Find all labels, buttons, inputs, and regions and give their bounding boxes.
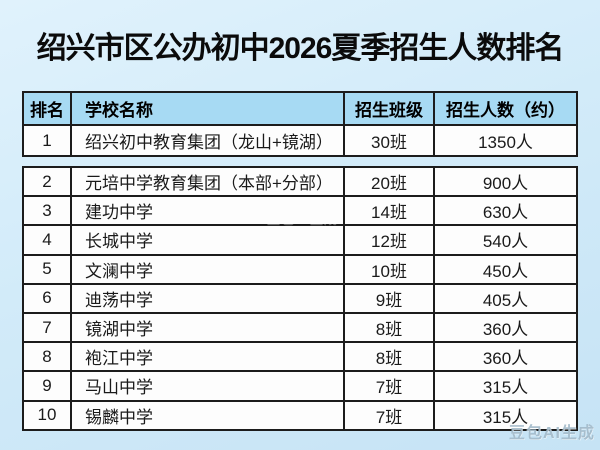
classes-cell: 12班 bbox=[343, 226, 433, 254]
school-name-cell: 迪荡中学 bbox=[70, 284, 343, 312]
students-cell: 450人 bbox=[433, 255, 576, 283]
rank-cell: 1 bbox=[42, 130, 52, 150]
school-name-cell: 建功中学 bbox=[70, 197, 343, 225]
school-name-cell: 长城中学 bbox=[70, 226, 343, 254]
rank-cell: 5 bbox=[42, 259, 52, 279]
students-cell: 900人 bbox=[433, 168, 576, 196]
classes-cell: 10班 bbox=[343, 255, 433, 283]
table-row: 7 镜湖中学 8班 360人 bbox=[24, 311, 576, 342]
column-header-rank: 排名 bbox=[30, 101, 64, 120]
students-cell: 1350人 bbox=[433, 126, 576, 155]
rank-cell: 10 bbox=[37, 405, 57, 425]
rank-cell: 8 bbox=[42, 346, 52, 366]
classes-cell: 30班 bbox=[343, 126, 433, 155]
students-cell: 360人 bbox=[433, 313, 576, 342]
students-cell: 360人 bbox=[433, 343, 576, 371]
table-block-bottom: 2 元培中学教育集团（本部+分部） 20班 900人 3 建功中学 14班 63… bbox=[22, 166, 578, 431]
rank-cell: 6 bbox=[42, 288, 52, 308]
table-row: 5 文澜中学 10班 450人 bbox=[24, 253, 576, 283]
rank-cell: 3 bbox=[42, 200, 52, 220]
rank-cell: 2 bbox=[42, 171, 52, 191]
rank-cell: 7 bbox=[42, 317, 52, 337]
table-row: 1 绍兴初中教育集团（龙山+镜湖） 30班 1350人 bbox=[24, 124, 576, 155]
table-row: 6 迪荡中学 9班 405人 bbox=[24, 282, 576, 312]
table-row: 8 袍江中学 8班 360人 bbox=[24, 341, 576, 371]
classes-cell: 9班 bbox=[343, 284, 433, 312]
students-cell: 315人 bbox=[433, 401, 576, 429]
table-block-top: 排名 学校名称 招生班级 招生人数（约） 1 绍兴初中教育集团（龙山+镜湖） 3… bbox=[22, 91, 578, 157]
school-name-cell: 元培中学教育集团（本部+分部） bbox=[70, 168, 343, 196]
column-header-school: 学校名称 bbox=[70, 93, 343, 124]
school-name-cell: 袍江中学 bbox=[70, 343, 343, 371]
table-header-row: 排名 学校名称 招生班级 招生人数（约） bbox=[24, 93, 576, 124]
classes-cell: 8班 bbox=[343, 313, 433, 342]
classes-cell: 7班 bbox=[343, 401, 433, 429]
students-cell: 315人 bbox=[433, 372, 576, 400]
school-name-cell: 绍兴初中教育集团（龙山+镜湖） bbox=[70, 126, 343, 155]
students-cell: 540人 bbox=[433, 226, 576, 254]
school-name-cell: 马山中学 bbox=[70, 372, 343, 400]
ranking-table: 排名 学校名称 招生班级 招生人数（约） 1 绍兴初中教育集团（龙山+镜湖） 3… bbox=[22, 91, 578, 431]
classes-cell: 20班 bbox=[343, 168, 433, 196]
table-row: 4 长城中学 12班 540人 bbox=[24, 224, 576, 254]
page-title: 绍兴市区公办初中2026夏季招生人数排名 bbox=[36, 32, 565, 65]
classes-cell: 7班 bbox=[343, 372, 433, 400]
students-cell: 405人 bbox=[433, 284, 576, 312]
rank-cell: 4 bbox=[42, 229, 52, 249]
column-header-classes: 招生班级 bbox=[343, 93, 433, 124]
classes-cell: 8班 bbox=[343, 343, 433, 371]
table-row: 10 锡麟中学 7班 315人 bbox=[24, 399, 576, 429]
table-row: 2 元培中学教育集团（本部+分部） 20班 900人 bbox=[24, 168, 576, 196]
table-row: 3 建功中学 14班 630人 bbox=[24, 195, 576, 225]
rank-cell: 9 bbox=[42, 375, 52, 395]
school-name-cell: 文澜中学 bbox=[70, 255, 343, 283]
table-row: 9 马山中学 7班 315人 bbox=[24, 370, 576, 400]
watermark-center: 豆包AI生成 bbox=[267, 212, 339, 227]
classes-cell: 14班 bbox=[343, 197, 433, 225]
watermark-bottom-right: 豆包AI生成 bbox=[508, 425, 595, 442]
school-name-cell: 镜湖中学 bbox=[70, 313, 343, 342]
column-header-students: 招生人数（约） bbox=[433, 93, 576, 124]
school-name-cell: 锡麟中学 bbox=[70, 401, 343, 429]
students-cell: 630人 bbox=[433, 197, 576, 225]
